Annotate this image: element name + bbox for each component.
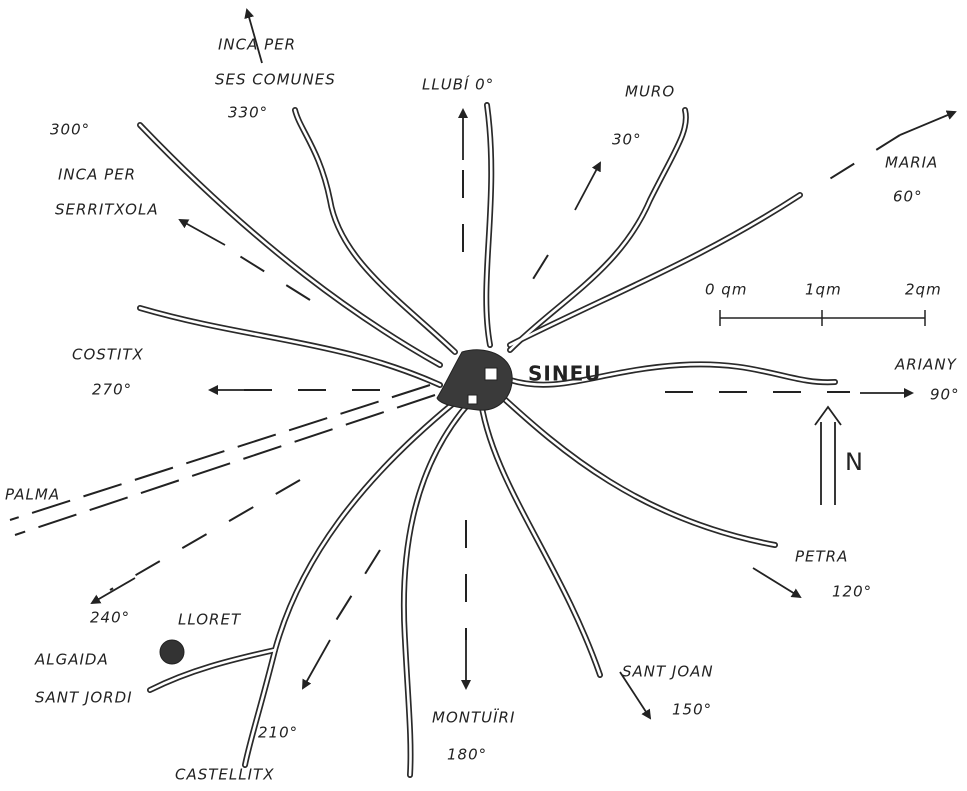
label: MURO bbox=[625, 83, 675, 101]
labels: INCA PER SES COMUNES 330° LLUBÍ 0° MURO … bbox=[5, 36, 960, 784]
label: CASTELLITX bbox=[175, 766, 274, 784]
label: COSTITX bbox=[72, 346, 144, 364]
direction-lines bbox=[9, 134, 901, 640]
label: MONTUÏRI bbox=[432, 708, 515, 727]
label: 180° bbox=[447, 746, 487, 764]
north-arrow bbox=[814, 405, 842, 505]
label: PALMA bbox=[5, 486, 60, 504]
label: LLORET bbox=[178, 611, 242, 629]
town-sineu bbox=[436, 349, 513, 411]
label: 330° bbox=[228, 104, 268, 122]
label: 270° bbox=[92, 381, 132, 399]
label: ARIANY bbox=[894, 356, 958, 374]
town-lloret bbox=[159, 639, 185, 665]
town-name: SINEU bbox=[528, 362, 602, 386]
label: ALGAIDA bbox=[34, 651, 109, 669]
label: 90° bbox=[930, 386, 960, 404]
label: INCA PER bbox=[58, 166, 136, 184]
arrows bbox=[90, 8, 957, 720]
scale-bar bbox=[719, 310, 926, 326]
scale-label: 2qm bbox=[905, 281, 942, 299]
label: MARIA bbox=[885, 154, 938, 172]
roads bbox=[140, 105, 835, 775]
label: 60° bbox=[893, 188, 923, 206]
scale-label: 0 qm bbox=[705, 281, 747, 299]
label: SERRITXOLA bbox=[55, 201, 159, 219]
label: SANT JORDI bbox=[35, 689, 133, 707]
scale-label: 1qm bbox=[805, 281, 842, 299]
label: 210° bbox=[258, 724, 298, 742]
label: INCA PER bbox=[218, 36, 296, 54]
label: LLUBÍ 0° bbox=[422, 75, 494, 94]
label: PETRA bbox=[795, 548, 848, 566]
label: 300° bbox=[50, 121, 90, 139]
label: 150° bbox=[672, 701, 712, 719]
label: 120° bbox=[832, 583, 872, 601]
label: SANT JOAN bbox=[622, 663, 714, 681]
label: 240° bbox=[90, 609, 130, 627]
north-label: N bbox=[845, 448, 864, 476]
label: SES COMUNES bbox=[215, 71, 336, 89]
label: 30° bbox=[612, 131, 642, 149]
